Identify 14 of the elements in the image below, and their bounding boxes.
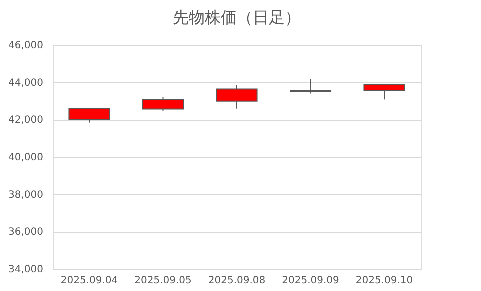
x-tick-label: 2025.09.08 [208, 276, 266, 286]
y-tick-label: 42,000 [8, 115, 44, 126]
y-tick-label: 34,000 [8, 264, 44, 276]
x-tick-label: 2025.09.10 [356, 276, 414, 286]
y-tick-label: 36,000 [8, 227, 44, 238]
y-tick-label: 44,000 [8, 78, 44, 89]
y-tick-label: 40,000 [8, 152, 44, 164]
chart-title: 先物株価（日足） [173, 8, 301, 27]
x-tick-label: 2025.09.04 [60, 276, 118, 286]
y-tick-label: 46,000 [8, 40, 44, 52]
candlestick [290, 78, 332, 94]
x-tick-label: 2025.09.05 [134, 276, 192, 286]
x-tick-label: 2025.09.09 [282, 276, 340, 286]
y-tick-label: 38,000 [8, 190, 44, 201]
